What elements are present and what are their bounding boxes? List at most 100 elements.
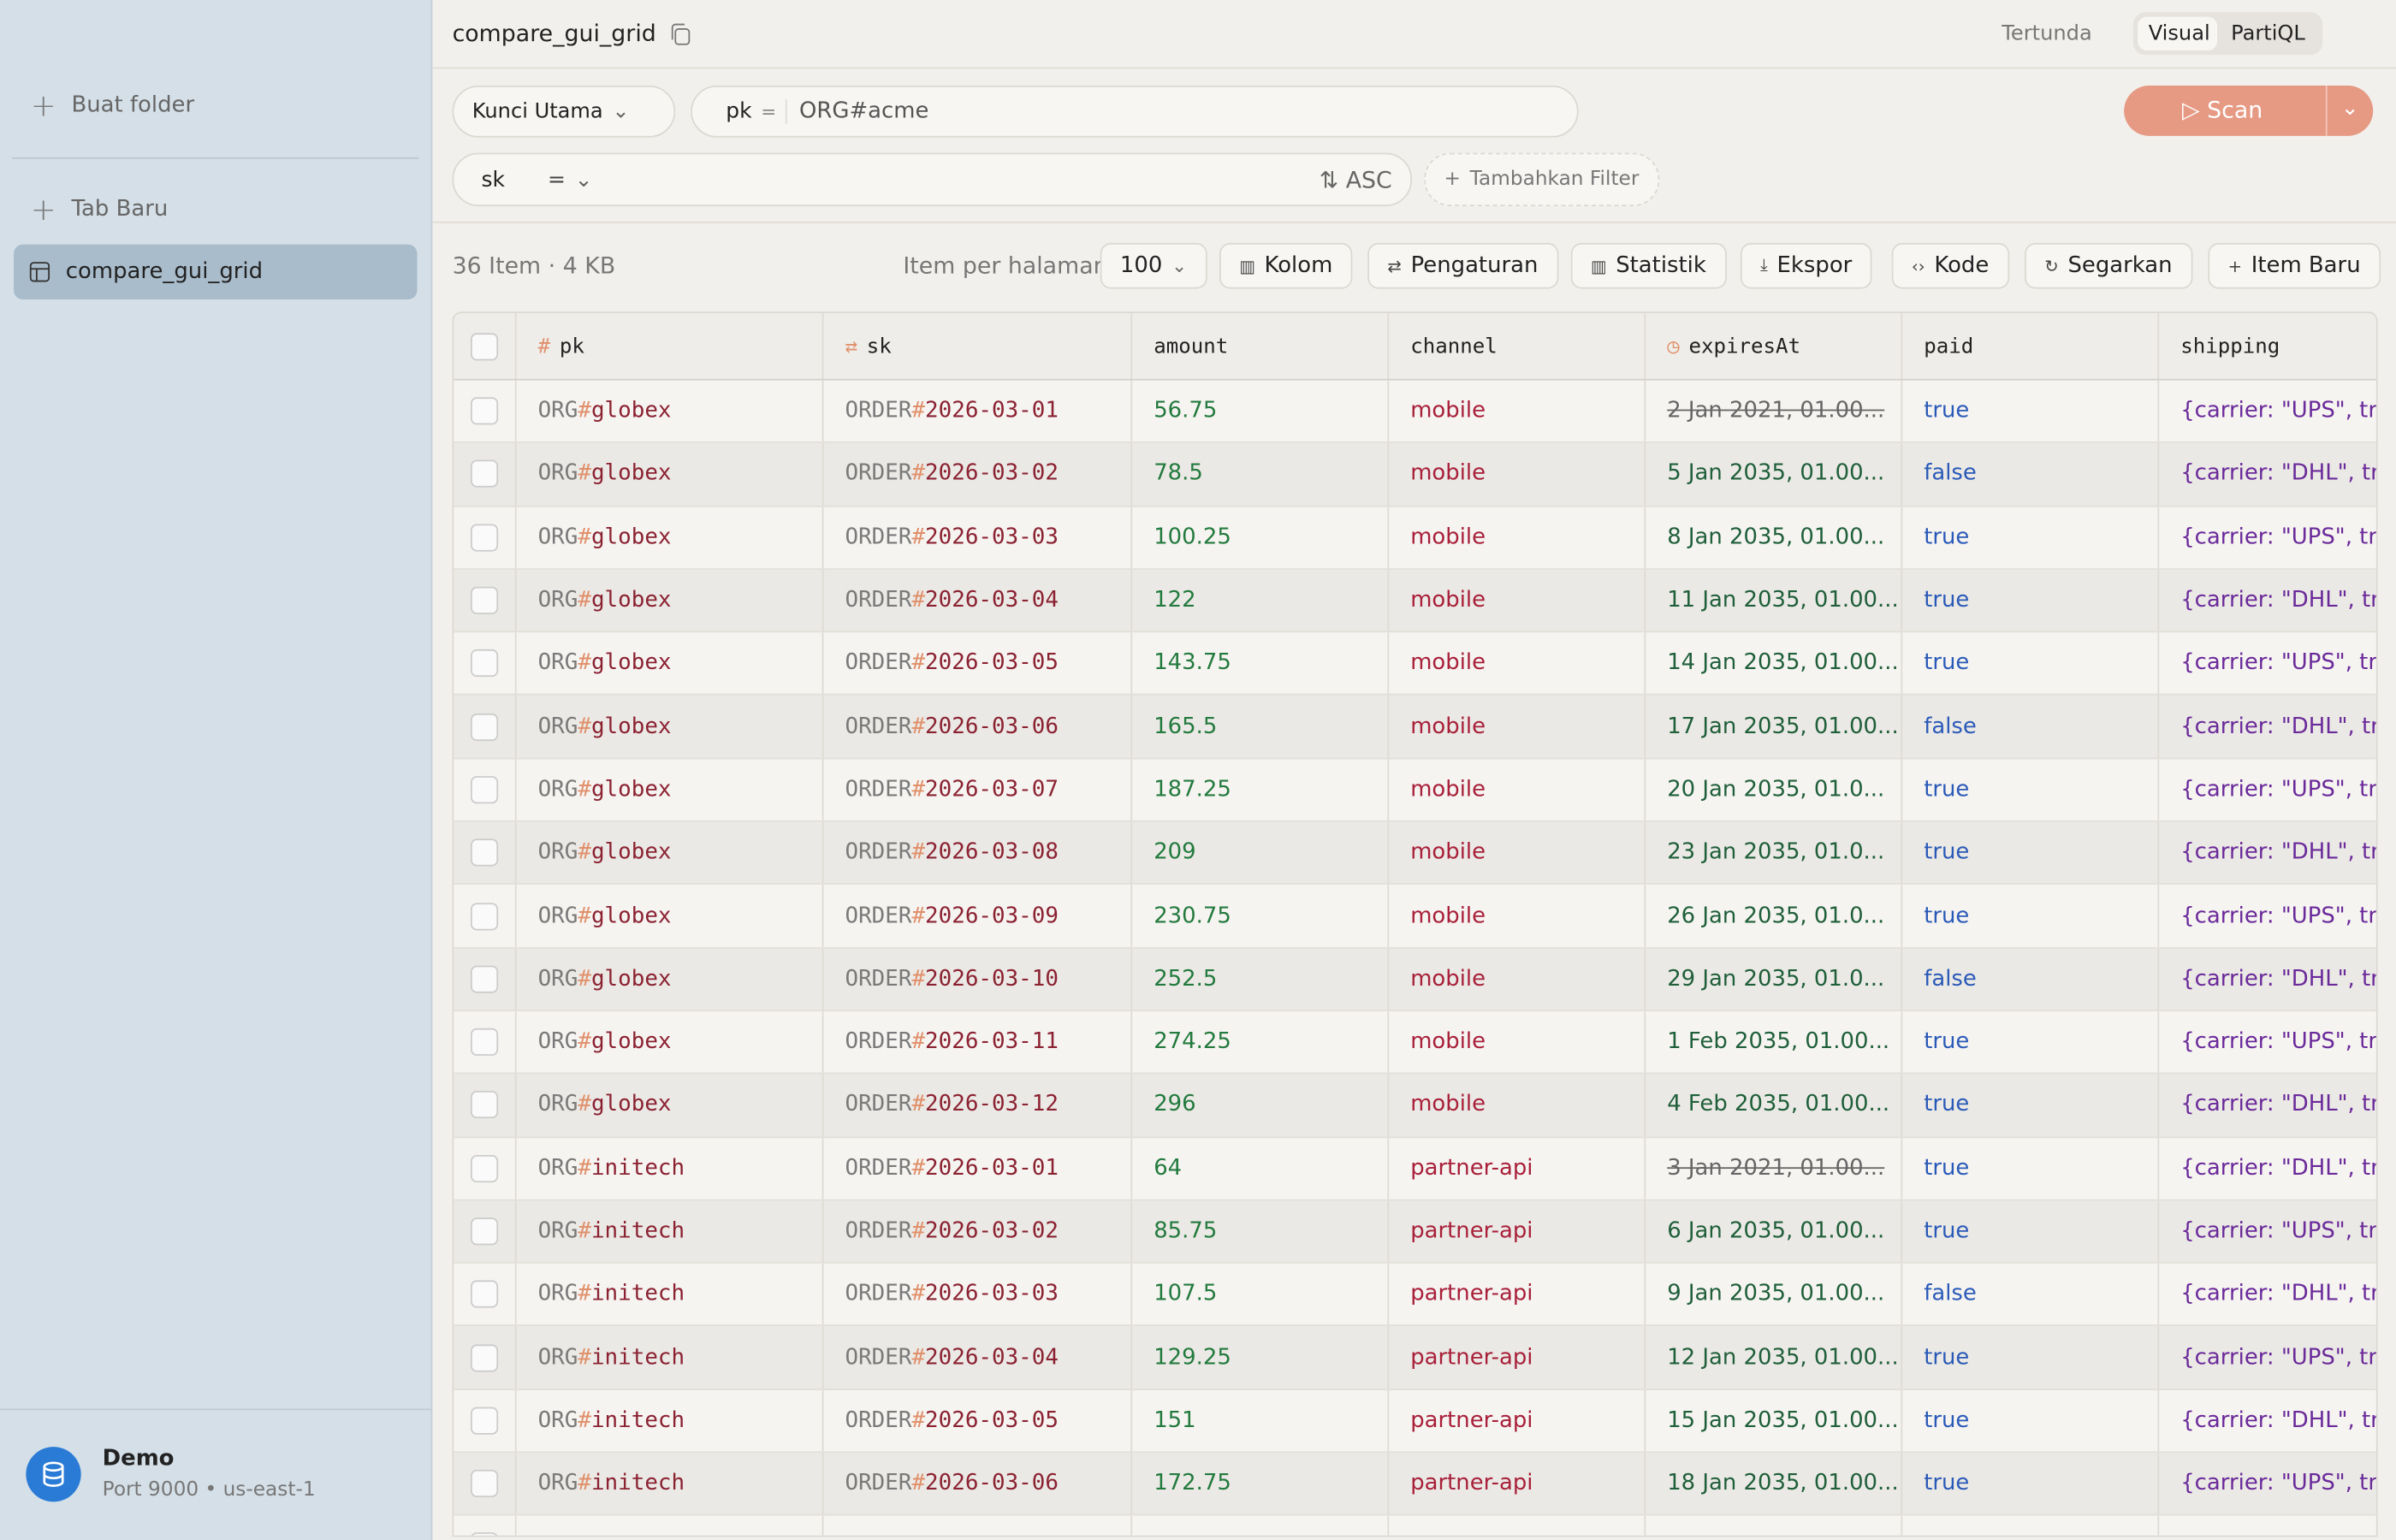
cell-value: true	[1924, 1093, 1970, 1118]
add-filter[interactable]: + Tambahkan Filter	[1424, 152, 1659, 207]
checkbox[interactable]	[470, 460, 499, 489]
header-cell[interactable]: channel	[1389, 313, 1646, 379]
checkbox[interactable]	[470, 524, 499, 552]
cell-value: partner-api	[1410, 1218, 1533, 1244]
new-folder[interactable]: + Buat folder	[30, 86, 195, 124]
checkbox[interactable]	[470, 1407, 499, 1435]
checkbox[interactable]	[470, 397, 499, 425]
header-cell[interactable]: shipping	[2159, 313, 2376, 379]
key-value: ORG#globex	[537, 462, 672, 487]
cell-value: 6 Jan 2035, 01.00...	[1667, 1218, 1885, 1244]
key-value: ORDER#2026-03-03	[845, 524, 1059, 550]
tool-button[interactable]: ⤓ Ekspor	[1740, 242, 1872, 289]
checkbox[interactable]	[470, 586, 499, 614]
cell-value: mobile	[1410, 524, 1486, 550]
checkbox[interactable]	[470, 1280, 499, 1309]
cell-value: true	[1924, 399, 1970, 424]
index-select[interactable]: Kunci Utama ⌄	[452, 85, 676, 138]
checkbox[interactable]	[470, 1028, 499, 1057]
header-cell[interactable]: # pk	[517, 313, 824, 379]
key-value: ORG#initech	[538, 1535, 685, 1536]
sk-input[interactable]: sk = ⌄ ⇅ ASC	[452, 152, 1412, 207]
topbar	[432, 0, 2396, 69]
tool-button[interactable]: ▥ Kolom	[1219, 242, 1353, 289]
key-value: ORG#initech	[537, 1156, 685, 1181]
cell-value: mobile	[1410, 462, 1486, 487]
cell	[454, 885, 517, 947]
header-cell[interactable]: amount	[1132, 313, 1390, 379]
tool-button[interactable]: ▥ Statistik	[1570, 242, 1727, 289]
cell: 8 Jan 2035, 01.00...	[1646, 506, 1903, 569]
cell-value: 4 Feb 2035, 01.00...	[1667, 1093, 1890, 1118]
checkbox[interactable]	[470, 1470, 499, 1498]
cell-value: 2 Jan 2021, 01.00...	[1667, 399, 1885, 424]
cell: ORDER#2026-03-06	[823, 696, 1133, 758]
cell: {carrier: "DHL", trac	[2159, 570, 2376, 631]
cell: false	[1902, 948, 2160, 1010]
per-page-label: Item per halaman	[903, 252, 1108, 280]
label: Scan	[2207, 96, 2263, 124]
cell	[454, 1264, 517, 1326]
cell: mobile	[1389, 632, 1646, 695]
cell-value: false	[1924, 967, 1977, 992]
cell-value: mobile	[1410, 777, 1486, 803]
cell-value: false	[1924, 462, 1977, 487]
checkbox[interactable]	[470, 1532, 499, 1536]
cell: {carrier: "UPS", trac	[2159, 506, 2376, 568]
checkbox[interactable]	[470, 1343, 499, 1371]
divider	[0, 1408, 431, 1411]
pk-input[interactable]: pk = ORG#acme	[691, 85, 1579, 138]
scan-button[interactable]	[2124, 85, 2374, 136]
header-label: pk	[559, 334, 584, 358]
checkbox[interactable]	[470, 1091, 499, 1119]
tool-button[interactable]: ⇄ Pengaturan	[1367, 242, 1558, 289]
header-cell[interactable]: ⇄ sk	[823, 313, 1133, 379]
scan-label: ▷ Scan	[2181, 96, 2263, 124]
cell: 122	[1132, 569, 1390, 631]
cell: {carrier: "UPS", trac	[2159, 633, 2377, 695]
tool-button[interactable]: ‹› Kode	[1891, 242, 2009, 289]
cell: 64	[1132, 1137, 1390, 1199]
cell	[454, 443, 517, 506]
icon: ⤓	[1760, 255, 1768, 275]
cell: ORG#initech	[517, 1516, 824, 1536]
checkbox[interactable]	[470, 332, 499, 360]
cell: 4 Feb 2035, 01.00...	[1646, 1074, 1903, 1136]
new-tab[interactable]: + Tab Baru	[30, 191, 169, 228]
copy-icon[interactable]	[669, 23, 692, 46]
header-cell[interactable]: ◷ expiresAt	[1646, 313, 1903, 379]
tool-button[interactable]: ↻ Segarkan	[2025, 242, 2192, 289]
cell: 107.5	[1132, 1264, 1390, 1326]
data-row: ORG#globex ORDER#2026-03-07 187.25 mobile 20…	[454, 759, 2376, 822]
cell	[454, 632, 517, 695]
cell: true	[1902, 380, 2160, 442]
tool-button[interactable]: + Item Baru	[2208, 242, 2381, 289]
checkbox[interactable]	[470, 713, 499, 741]
value: ORG#acme	[785, 99, 928, 124]
checkbox[interactable]	[470, 649, 499, 678]
label: Kolom	[1264, 253, 1333, 278]
mode[interactable]: PartiQL	[2231, 21, 2305, 46]
active-tab[interactable]: compare_gui_grid	[14, 244, 418, 299]
header-cell[interactable]: paid	[1902, 313, 2160, 379]
cell: 165.5	[1132, 696, 1390, 758]
cell-value: 21 Jan 2035, 01.00...	[1667, 1535, 1899, 1536]
cell	[454, 506, 517, 569]
key-value: ORDER#2026-03-06	[845, 1471, 1059, 1496]
checkbox[interactable]	[470, 902, 499, 930]
mode[interactable]: Visual	[2148, 21, 2210, 46]
col-icon: #	[537, 334, 551, 358]
cell: ORG#globex	[517, 569, 824, 631]
checkbox[interactable]	[470, 1217, 499, 1246]
scan-menu[interactable]: ⌄	[2325, 85, 2359, 136]
checkbox[interactable]	[470, 1154, 499, 1182]
per-page[interactable]: 100 ⌄	[1100, 242, 1207, 289]
checkbox[interactable]	[470, 965, 499, 993]
checkbox[interactable]	[470, 838, 499, 867]
data-row: ORG#globex ORDER#2026-03-03 100.25 mobile 8 …	[454, 506, 2376, 570]
cell-value: {carrier: "UPS", trac	[2180, 651, 2377, 676]
label: Buat folder	[71, 92, 195, 118]
cell-value: 143.75	[1154, 651, 1231, 676]
checkbox[interactable]	[470, 776, 499, 804]
pending[interactable]: Tertunda	[2002, 21, 2092, 46]
